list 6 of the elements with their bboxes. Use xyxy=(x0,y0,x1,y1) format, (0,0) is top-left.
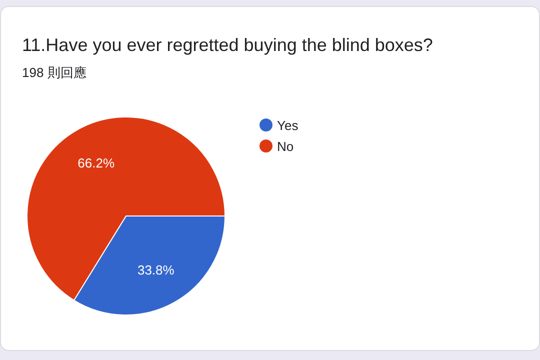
legend-label: Yes xyxy=(277,118,299,133)
chart-subtitle: 198 則回應 xyxy=(22,65,86,80)
chart-title: 11.Have you ever regretted buying the blind boxes? xyxy=(22,35,433,55)
legend-label: No xyxy=(277,139,294,154)
data-label: 33.8% xyxy=(137,262,175,278)
data-label: 66.2% xyxy=(78,155,115,170)
